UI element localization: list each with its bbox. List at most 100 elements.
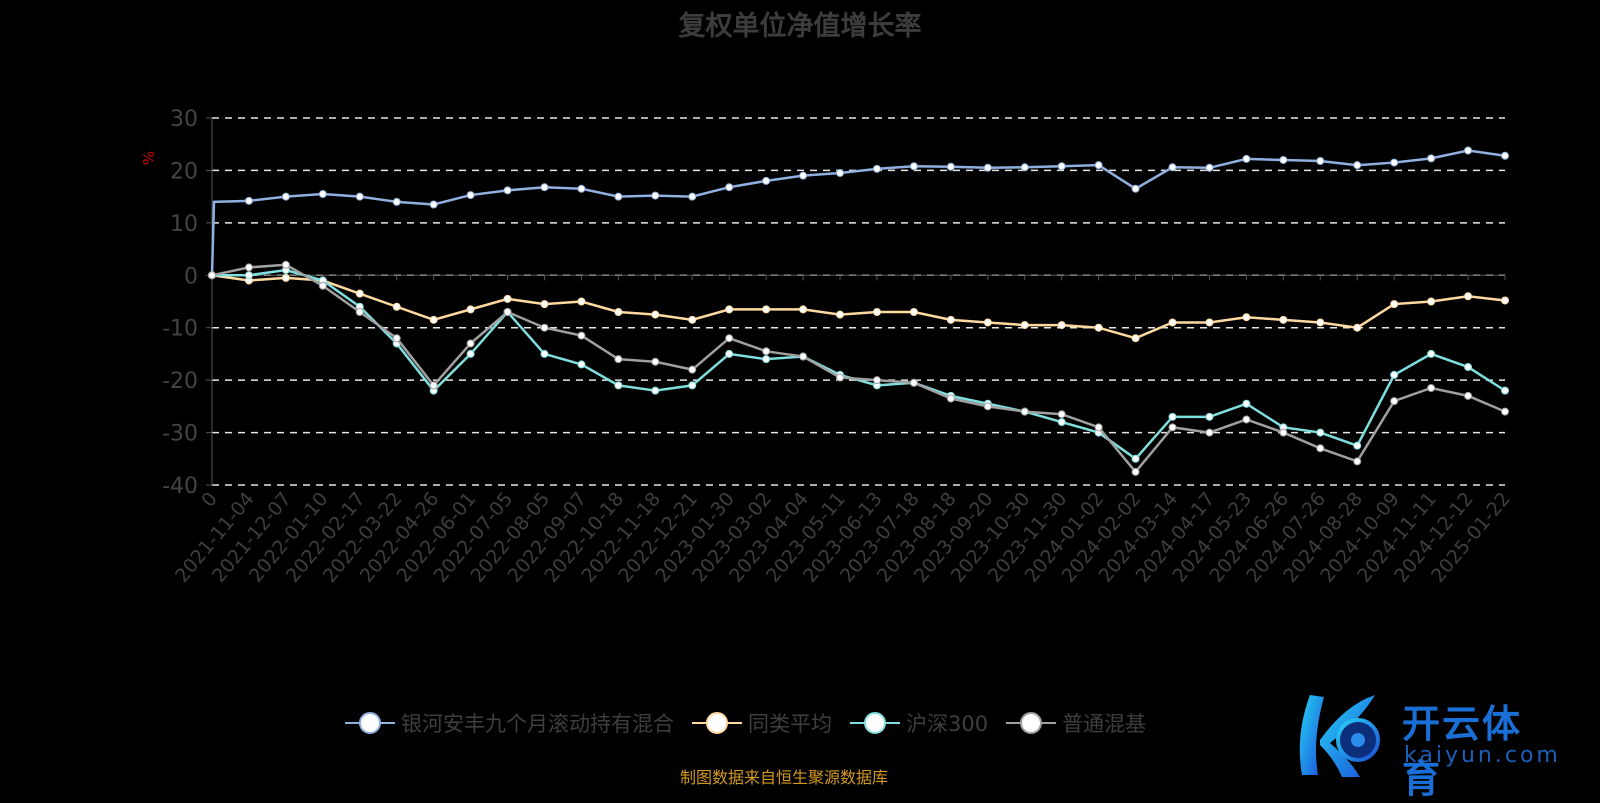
legend-item-peer-average[interactable]: 同类平均 (692, 708, 832, 738)
data-point (1168, 412, 1177, 421)
data-point (1390, 397, 1399, 406)
data-point (1353, 161, 1362, 170)
data-point (983, 163, 992, 172)
data-point (1242, 399, 1251, 408)
data-point (1242, 415, 1251, 424)
data-point (1279, 428, 1288, 437)
legend-item-fund[interactable]: 银河安丰九个月滚动持有混合 (345, 708, 674, 738)
data-point (946, 315, 955, 324)
y-axis-label: % (140, 151, 158, 165)
data-point (1279, 315, 1288, 324)
data-point (281, 273, 290, 282)
y-tick-label: -30 (162, 422, 198, 447)
y-tick-label: -20 (162, 369, 198, 394)
data-point (1057, 410, 1066, 419)
data-point (614, 192, 623, 201)
data-point (392, 334, 401, 343)
data-point (1057, 321, 1066, 330)
data-point (1316, 444, 1325, 453)
data-point (540, 323, 549, 332)
y-tick-label: -10 (162, 317, 198, 342)
data-point (909, 378, 918, 387)
legend-label: 同类平均 (748, 712, 832, 736)
data-point (244, 196, 253, 205)
data-point (281, 260, 290, 269)
data-point (836, 169, 845, 178)
data-point (1464, 363, 1473, 372)
legend-item-hs300[interactable]: 沪深300 (850, 708, 988, 738)
data-point (1205, 163, 1214, 172)
legend-marker-icon (345, 712, 395, 734)
data-point (651, 386, 660, 395)
data-point (1168, 318, 1177, 327)
legend-marker-icon (692, 712, 742, 734)
data-point (1501, 407, 1509, 416)
data-point (1464, 292, 1473, 301)
logo-brand-text: 开云体育 (1402, 702, 1523, 801)
legend-item-mixed-fund[interactable]: 普通混基 (1006, 708, 1146, 738)
data-point (836, 373, 845, 382)
data-point (762, 305, 771, 314)
data-point (651, 357, 660, 366)
data-point (540, 300, 549, 309)
data-point (318, 190, 327, 199)
data-point (1464, 391, 1473, 400)
data-point (1427, 384, 1436, 393)
legend-label: 普通混基 (1062, 712, 1147, 736)
data-point (1316, 428, 1325, 437)
data-point (1020, 407, 1029, 416)
series-line-3 (211, 263, 1506, 474)
data-point (429, 200, 438, 209)
kaiyun-logo: 开云体育 kaiyun.com (1290, 685, 1560, 801)
data-point (577, 184, 586, 193)
data-point (909, 307, 918, 316)
series-line-2 (212, 268, 1506, 461)
data-point (540, 183, 549, 192)
x-tick-label: 0 (197, 488, 222, 511)
logo-k-ball-icon (1299, 695, 1380, 777)
data-point (540, 349, 549, 358)
data-point (1131, 467, 1140, 476)
data-point (762, 176, 771, 185)
data-point (651, 310, 660, 319)
line-chart: 3020100-10-20-30-40%02021-11-042021-12-0… (140, 107, 1515, 587)
data-point (466, 305, 475, 314)
data-point (503, 307, 512, 316)
data-point (836, 310, 845, 319)
y-tick-label: 10 (170, 212, 198, 237)
data-point (355, 192, 364, 201)
data-point (1094, 161, 1103, 170)
data-point (1168, 163, 1177, 172)
data-point (725, 334, 734, 343)
data-point (1094, 323, 1103, 332)
data-point (577, 297, 586, 306)
data-point (392, 302, 401, 311)
legend-marker-icon (850, 712, 900, 734)
data-point (872, 307, 881, 316)
data-point (872, 164, 881, 173)
data-point (1316, 318, 1325, 327)
data-point (244, 271, 253, 280)
data-point (725, 349, 734, 358)
data-point (762, 347, 771, 356)
series-line-0 (210, 149, 1506, 276)
data-source-note: 制图数据来自恒生聚源数据库 (679, 768, 888, 787)
data-point (281, 192, 290, 201)
data-point (392, 197, 401, 206)
data-point (355, 307, 364, 316)
data-point (725, 183, 734, 192)
data-point (872, 376, 881, 385)
data-point (208, 271, 216, 280)
data-point (1020, 321, 1029, 330)
data-point (688, 315, 697, 324)
data-point (1427, 297, 1436, 306)
data-point (1242, 154, 1251, 163)
data-point (1501, 386, 1509, 395)
data-point (1205, 428, 1214, 437)
data-point (503, 186, 512, 195)
data-point (355, 289, 364, 298)
data-point (1353, 323, 1362, 332)
y-tick-label: 30 (170, 107, 198, 132)
data-point (688, 365, 697, 374)
data-point (1353, 441, 1362, 450)
